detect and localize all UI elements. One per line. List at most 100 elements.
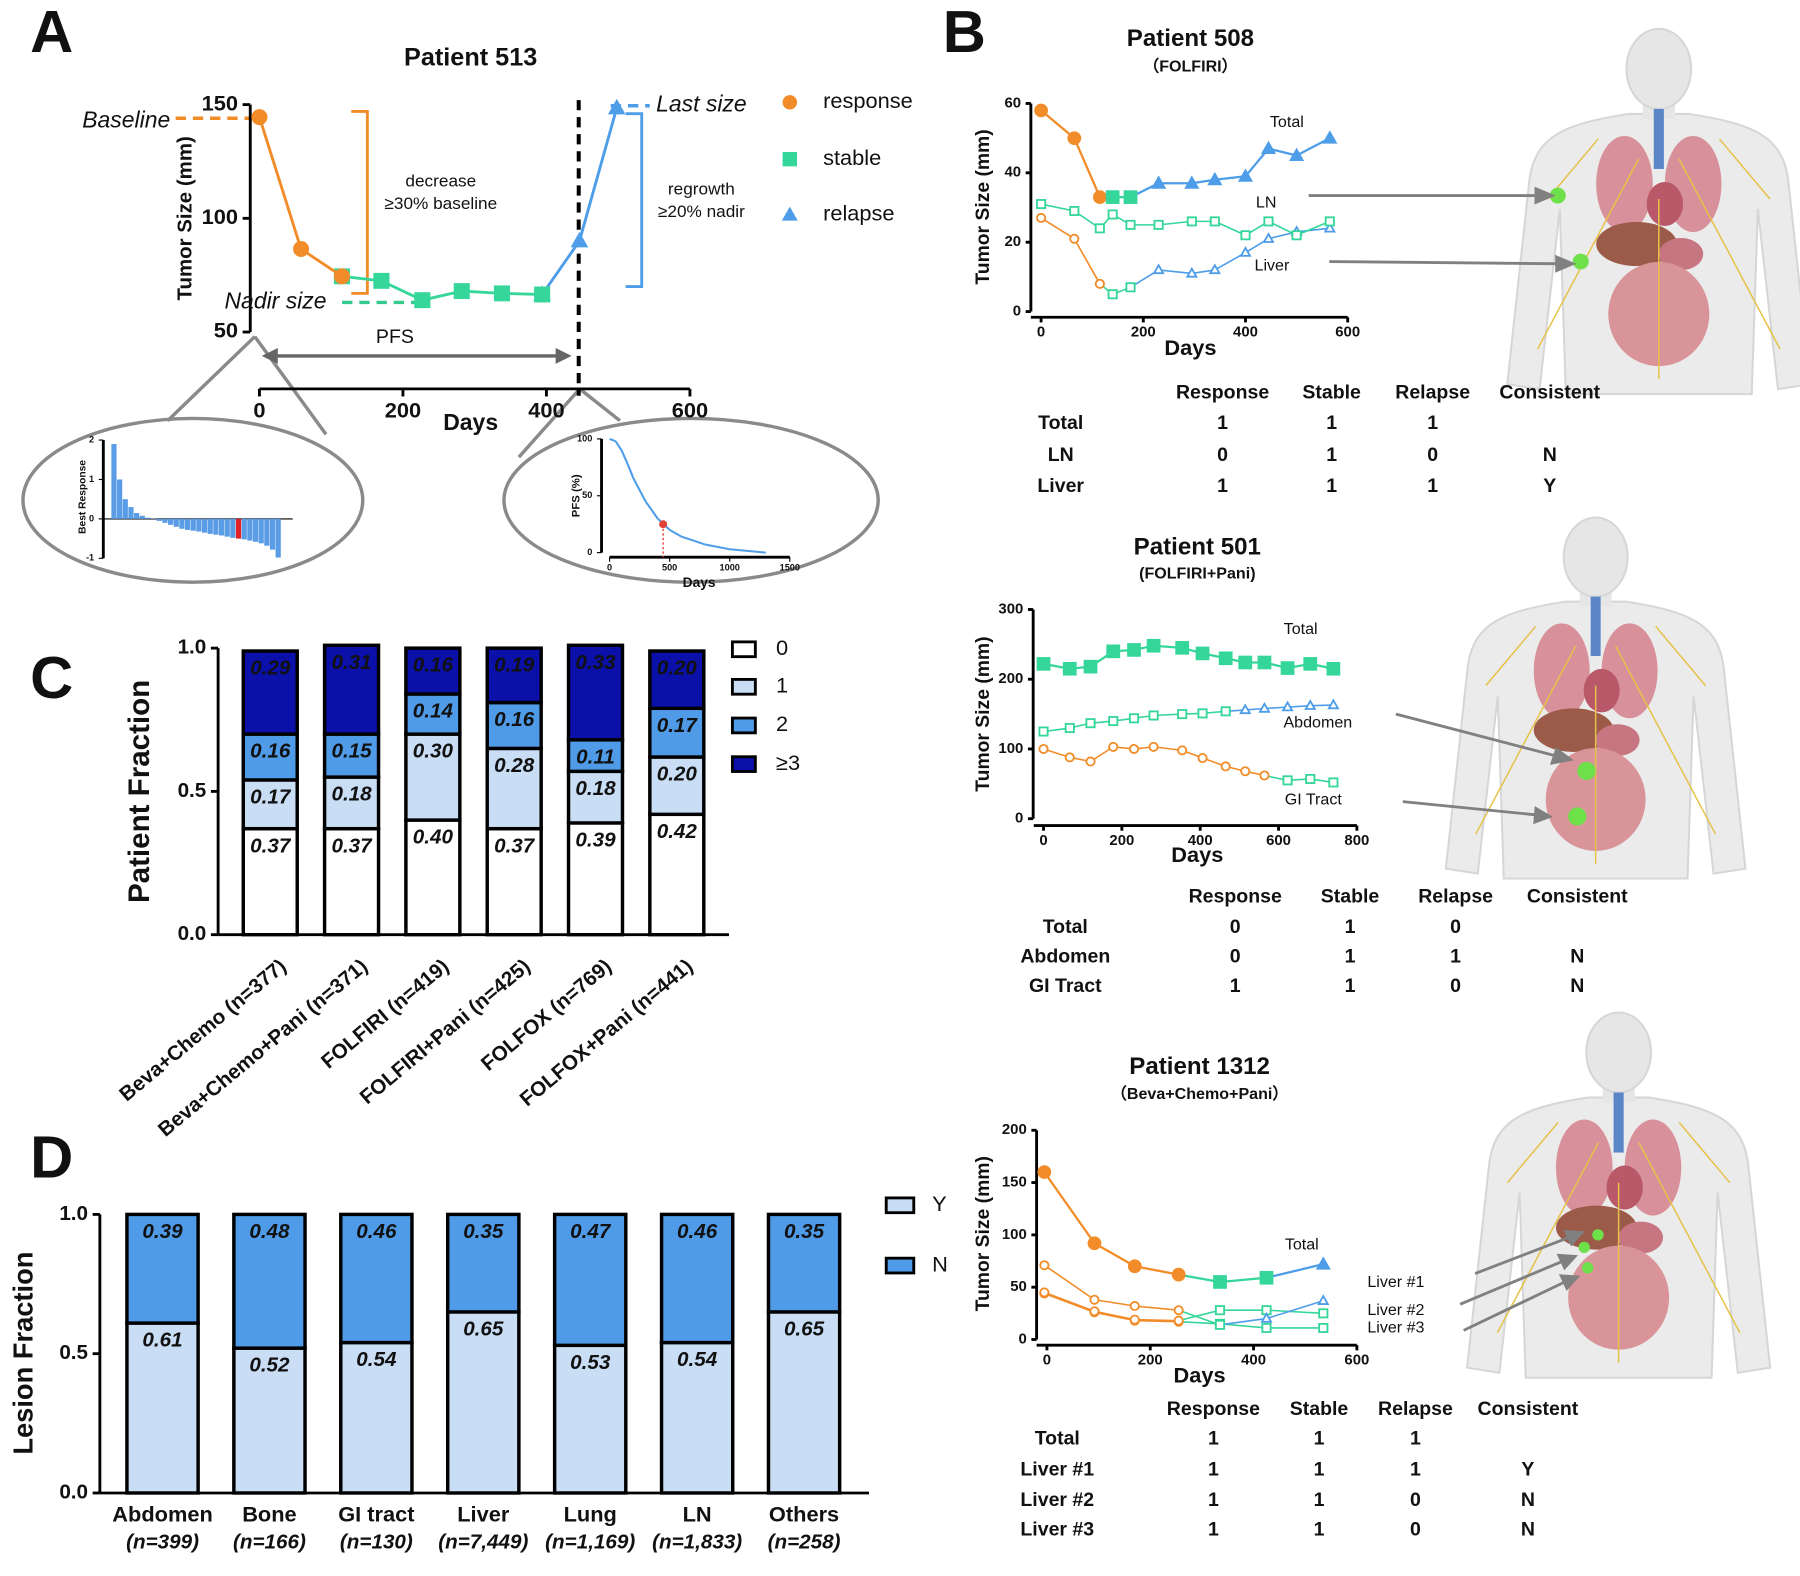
marker (1069, 233, 1080, 244)
series-label: Liver #2 (1367, 1302, 1424, 1319)
value-label: 0.19 (494, 654, 535, 677)
value-label: 0.65 (784, 1318, 825, 1341)
marker (1085, 756, 1096, 767)
bar-segment (485, 826, 543, 937)
table-cell: Liver #2 (1020, 1489, 1094, 1511)
series-label: Abdomen (1283, 714, 1352, 731)
marker (1195, 646, 1210, 661)
table-cell: 1 (1314, 1428, 1325, 1450)
line-segment (1310, 704, 1334, 707)
legend-label: stable (823, 145, 881, 170)
value-label: 0.61 (142, 1329, 182, 1352)
value-label: 0.40 (413, 826, 454, 849)
value-label: 0.39 (575, 829, 616, 852)
value-label: 0.35 (784, 1220, 825, 1243)
line-segment (1094, 1298, 1135, 1307)
marker (1260, 1312, 1273, 1323)
table-header: Stable (1290, 1398, 1349, 1420)
line-segment (1134, 1305, 1179, 1311)
table-cell: 0 (1230, 916, 1241, 938)
y-tick-label: 2 (89, 435, 94, 445)
x-tick-label: 600 (1344, 1353, 1369, 1369)
marker (1240, 230, 1251, 241)
value-label: 0.47 (570, 1220, 612, 1243)
table-header: Response (1176, 382, 1269, 404)
line-segment (1266, 1300, 1324, 1320)
marker (1259, 770, 1270, 781)
table-cell: N (1521, 1489, 1535, 1511)
marker (1328, 777, 1339, 788)
value-label: 0.16 (250, 740, 291, 763)
table-header: Stable (1321, 885, 1380, 907)
x-tick-label: 400 (1233, 325, 1258, 341)
y-axis-label: Tumor Size (mm) (972, 129, 994, 284)
table-cell: 0 (1427, 444, 1438, 466)
x-tick-label: 400 (1188, 833, 1213, 849)
value-label: 0.46 (677, 1220, 718, 1243)
line-segment (626, 463, 635, 480)
marker (1239, 703, 1252, 715)
value-label: 0.28 (494, 754, 535, 777)
line-segment (1178, 1309, 1221, 1322)
line-segment (681, 535, 707, 546)
x-tick-label: Others (769, 1502, 839, 1527)
marker (1220, 706, 1231, 717)
y-tick-label: 0.0 (59, 1480, 88, 1503)
table-cell: 1 (1217, 412, 1228, 434)
marker (1152, 263, 1165, 275)
y-axis-label: Tumor Size (mm) (972, 636, 994, 791)
table-cell: 1 (1230, 975, 1241, 997)
table-cell: 1 (1208, 1428, 1219, 1450)
line-segment (1040, 109, 1076, 140)
bar-segment (241, 649, 299, 736)
value-label: 0.18 (331, 783, 372, 806)
line-segment (1040, 217, 1075, 240)
value-label: 0.11 (576, 746, 615, 769)
marker (1259, 1270, 1274, 1285)
marker (1315, 1256, 1331, 1270)
marker (1127, 1259, 1142, 1274)
legend-marker (781, 206, 798, 221)
marker (570, 231, 589, 248)
bar (196, 518, 202, 532)
bar (252, 518, 259, 542)
marker (1094, 223, 1105, 234)
x-tick-label: 1500 (780, 563, 800, 573)
bar-segment (322, 775, 381, 831)
chart-title: Patient 501 (1134, 533, 1261, 560)
series-label: Liver #1 (1367, 1274, 1424, 1291)
table-cell: Total (1035, 1428, 1080, 1450)
bar-segment (232, 1212, 307, 1350)
y-tick-label: 100 (1002, 1227, 1027, 1243)
marker (1317, 1294, 1330, 1305)
x-tick-sublabel: (n=399) (126, 1531, 199, 1554)
marker (1127, 643, 1141, 657)
legend-swatch (730, 677, 757, 696)
marker (1105, 190, 1120, 204)
table-cell: 1 (1208, 1489, 1219, 1511)
x-tick-sublabel: (n=1,169) (545, 1531, 635, 1554)
marker (1036, 657, 1051, 671)
table-cell: 1 (1326, 475, 1337, 497)
value-label: 0.54 (356, 1348, 397, 1371)
marker (1067, 131, 1082, 145)
bar-segment (566, 769, 625, 825)
bar-segment (404, 732, 462, 822)
legend-label: response (823, 88, 913, 113)
y-tick-label: 0 (89, 513, 94, 523)
x-tick-label: 1000 (720, 563, 740, 573)
table-header: Stable (1302, 382, 1361, 404)
bar (207, 518, 213, 534)
line-segment (705, 543, 730, 551)
value-label: 0.33 (575, 651, 616, 674)
marker (1240, 766, 1251, 777)
value-label: 0.31 (331, 651, 371, 674)
x-tick-label: 600 (1266, 833, 1291, 849)
marker (1209, 216, 1220, 227)
bar-segment (322, 732, 381, 779)
marker (1148, 741, 1159, 752)
marker (1257, 655, 1272, 670)
table-cell: 1 (1450, 946, 1461, 968)
bar-segment (659, 1340, 735, 1495)
x-tick-sublabel: (n=7,449) (438, 1531, 528, 1554)
